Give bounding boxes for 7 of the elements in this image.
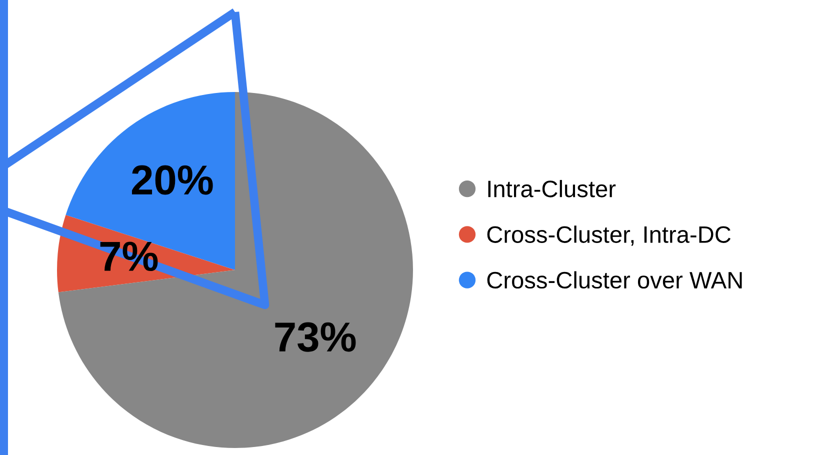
- pie-slice: [58, 92, 413, 448]
- data-label: 20%: [132, 165, 213, 195]
- legend-label: Cross-Cluster over WAN: [487, 271, 742, 289]
- legend-label: Intra-Cluster: [488, 180, 616, 198]
- pie-slice: [66, 92, 235, 270]
- legend-label: Cross-Cluster, Intra-DC: [487, 226, 731, 246]
- data-label: 73%: [275, 322, 356, 352]
